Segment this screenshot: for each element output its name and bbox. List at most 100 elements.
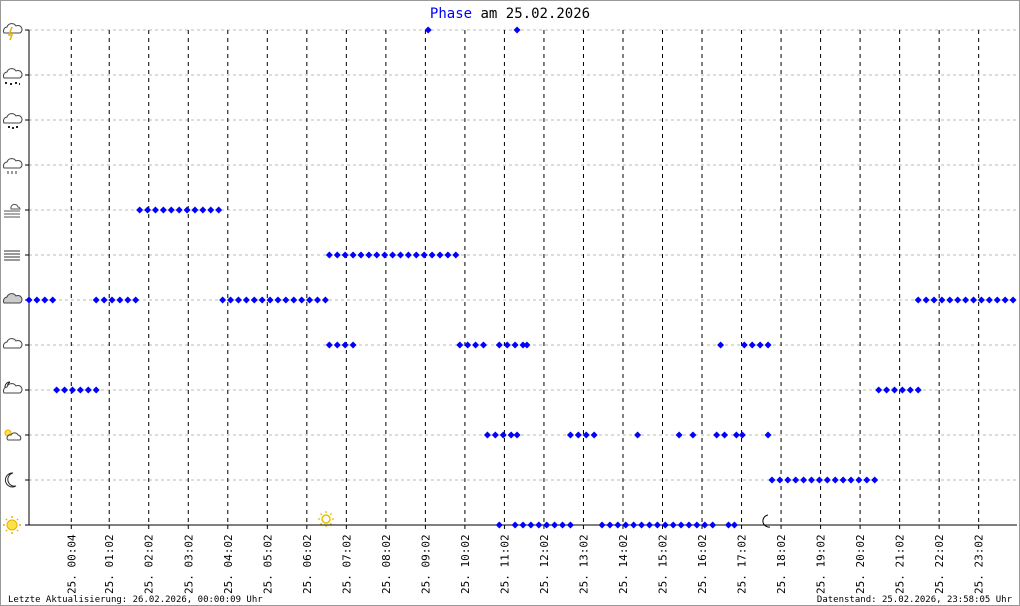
point — [420, 251, 428, 259]
point — [124, 296, 132, 304]
point — [519, 521, 527, 529]
point — [701, 521, 709, 529]
point — [906, 386, 914, 394]
point — [274, 296, 282, 304]
point — [653, 521, 661, 529]
x-tick-label: 25. 17:02 — [736, 534, 749, 594]
point — [136, 206, 144, 214]
point — [219, 296, 227, 304]
sun — [6, 519, 18, 531]
point — [349, 341, 357, 349]
point — [792, 476, 800, 484]
point — [175, 206, 183, 214]
cloud — [2, 158, 23, 169]
point — [464, 341, 472, 349]
point — [389, 251, 397, 259]
point — [313, 296, 321, 304]
point — [946, 296, 954, 304]
point — [938, 296, 946, 304]
point — [68, 386, 76, 394]
point — [527, 521, 535, 529]
point — [424, 26, 432, 34]
point — [333, 251, 341, 259]
point — [847, 476, 855, 484]
x-tick-label: 25. 08:02 — [380, 534, 393, 594]
title-rest: am 25.02.2026 — [481, 6, 591, 22]
x-tick-label: 25. 14:02 — [617, 534, 630, 594]
point — [551, 521, 559, 529]
footer-right: Datenstand: 25.02.2026, 23:58:05 Uhr — [817, 595, 1013, 605]
point — [693, 521, 701, 529]
point — [815, 476, 823, 484]
x-tick-label: 25. 16:02 — [696, 534, 709, 594]
point — [100, 296, 108, 304]
point — [511, 521, 519, 529]
y-tick-icon — [2, 338, 23, 349]
point — [507, 431, 515, 439]
point — [472, 341, 480, 349]
cloud — [2, 68, 23, 79]
point — [444, 251, 452, 259]
y-tick-icon — [2, 23, 23, 41]
point — [634, 431, 642, 439]
point — [183, 206, 191, 214]
point — [519, 341, 527, 349]
x-tick-label: 25. 10:02 — [459, 534, 472, 594]
x-tick-label: 25. 20:02 — [854, 534, 867, 594]
point — [242, 296, 250, 304]
point — [234, 296, 242, 304]
point — [776, 476, 784, 484]
point — [732, 431, 740, 439]
point — [630, 521, 638, 529]
point — [341, 341, 349, 349]
point — [875, 386, 883, 394]
point — [638, 521, 646, 529]
point — [250, 296, 258, 304]
point — [606, 521, 614, 529]
point — [721, 431, 729, 439]
cloud — [2, 383, 23, 394]
x-tick-label: 25. 22:02 — [933, 534, 946, 594]
y-tick-icon — [4, 250, 20, 261]
point — [764, 341, 772, 349]
point — [914, 386, 922, 394]
point — [689, 431, 697, 439]
cloud — [2, 113, 23, 124]
point — [614, 521, 622, 529]
point — [266, 296, 274, 304]
point — [333, 341, 341, 349]
chart-title: Phase am 25.02.2026 — [430, 6, 590, 22]
title-main: Phase — [430, 6, 472, 22]
point — [325, 341, 333, 349]
point — [33, 296, 41, 304]
cloud — [2, 293, 23, 304]
point — [167, 206, 175, 214]
point — [669, 521, 677, 529]
point — [373, 251, 381, 259]
point — [863, 476, 871, 484]
point — [590, 431, 598, 439]
point — [717, 341, 725, 349]
point — [495, 341, 503, 349]
y-tick-icon — [2, 381, 23, 394]
x-tick-label: 25. 07:02 — [340, 534, 353, 594]
point — [306, 296, 314, 304]
x-tick-label: 25. 02:02 — [143, 534, 156, 594]
point — [132, 296, 140, 304]
x-tick-label: 25. 11:02 — [498, 534, 511, 594]
point — [977, 296, 985, 304]
fog — [4, 250, 20, 261]
y-tick-icon — [2, 68, 23, 85]
point — [207, 206, 215, 214]
point — [871, 476, 879, 484]
y-tick-icon — [3, 516, 21, 534]
point — [92, 386, 100, 394]
point — [954, 296, 962, 304]
point — [855, 476, 863, 484]
point — [25, 296, 33, 304]
y-tick-icon — [4, 203, 21, 218]
point — [282, 296, 290, 304]
x-tick-label: 25. 06:02 — [301, 534, 314, 594]
point — [985, 296, 993, 304]
point — [675, 431, 683, 439]
